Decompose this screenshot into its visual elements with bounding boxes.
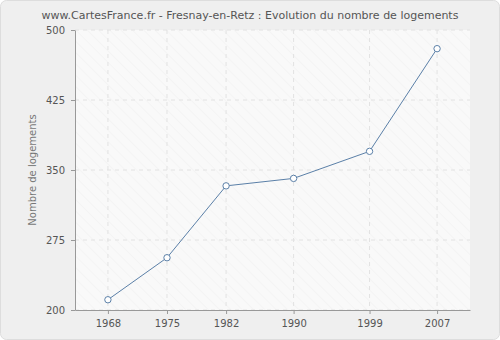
y-tick-mark: [71, 100, 75, 101]
y-tick-label: 200: [46, 305, 65, 316]
grid-line: [75, 100, 470, 101]
y-tick-label: 275: [46, 235, 65, 246]
point: [366, 148, 372, 154]
y-tick-mark: [71, 240, 75, 241]
y-axis: 200 275 350 425 500: [46, 25, 76, 316]
grid-line: [75, 310, 470, 311]
x-tick-mark: [294, 310, 295, 314]
grid-line: [369, 30, 370, 310]
chart: 1968 1975 1982 1990 1999 2007 200 275 350 425 500 w…: [0, 0, 500, 340]
x-tick: 1990: [281, 310, 306, 329]
axis-line: [75, 31, 76, 311]
point: [434, 45, 440, 51]
x-tick: 1968: [96, 310, 121, 329]
x-tick: 1999: [357, 310, 382, 329]
x-axis: 1968 1975 1982 1990 1999 2007: [76, 310, 471, 329]
y-tick-label: 500: [46, 25, 65, 36]
x-tick-label: 1968: [96, 318, 121, 329]
grid-line: [293, 30, 294, 310]
y-tick: 200: [46, 305, 75, 316]
point: [290, 175, 296, 181]
x-tick-label: 1999: [357, 318, 382, 329]
x-tick-mark: [167, 310, 168, 314]
axis-line: [76, 310, 471, 311]
grid-line: [437, 30, 438, 310]
x-tick: 2007: [425, 310, 450, 329]
x-tick-label: 2007: [425, 318, 450, 329]
grid-line: [75, 170, 470, 171]
grid-line: [75, 30, 470, 31]
point: [164, 255, 170, 261]
x-tick-label: 1982: [214, 318, 239, 329]
y-tick-label: 350: [46, 165, 65, 176]
y-tick-mark: [71, 310, 75, 311]
plot-area: [75, 30, 470, 310]
x-tick: 1982: [214, 310, 239, 329]
y-axis-title: Nombre de logements: [27, 114, 38, 225]
y-tick: 350: [46, 165, 75, 176]
x-tick: 1975: [155, 310, 180, 329]
grid-line: [166, 30, 167, 310]
grid-line: [75, 240, 470, 241]
y-tick-mark: [71, 170, 75, 171]
grid-line: [107, 30, 108, 310]
y-tick: 500: [46, 25, 75, 36]
y-tick-mark: [71, 30, 75, 31]
grid-line: [226, 30, 227, 310]
y-tick-label: 425: [46, 95, 65, 106]
x-tick-mark: [437, 310, 438, 314]
x-tick-label: 1975: [155, 318, 180, 329]
x-tick-label: 1990: [281, 318, 306, 329]
y-tick: 425: [46, 95, 75, 106]
title: www.CartesFrance.fr - Fresnay-en-Retz : …: [42, 9, 459, 22]
line: [108, 49, 437, 300]
series: [105, 45, 441, 302]
x-tick-mark: [370, 310, 371, 314]
point: [223, 183, 229, 189]
x-tick-mark: [226, 310, 227, 314]
background: [1, 1, 500, 340]
grid: [75, 30, 470, 310]
plot: 1968 1975 1982 1990 1999 2007 200 275 350 425 500: [46, 25, 471, 329]
point: [105, 297, 111, 303]
x-tick-mark: [108, 310, 109, 314]
y-tick: 275: [46, 235, 75, 246]
